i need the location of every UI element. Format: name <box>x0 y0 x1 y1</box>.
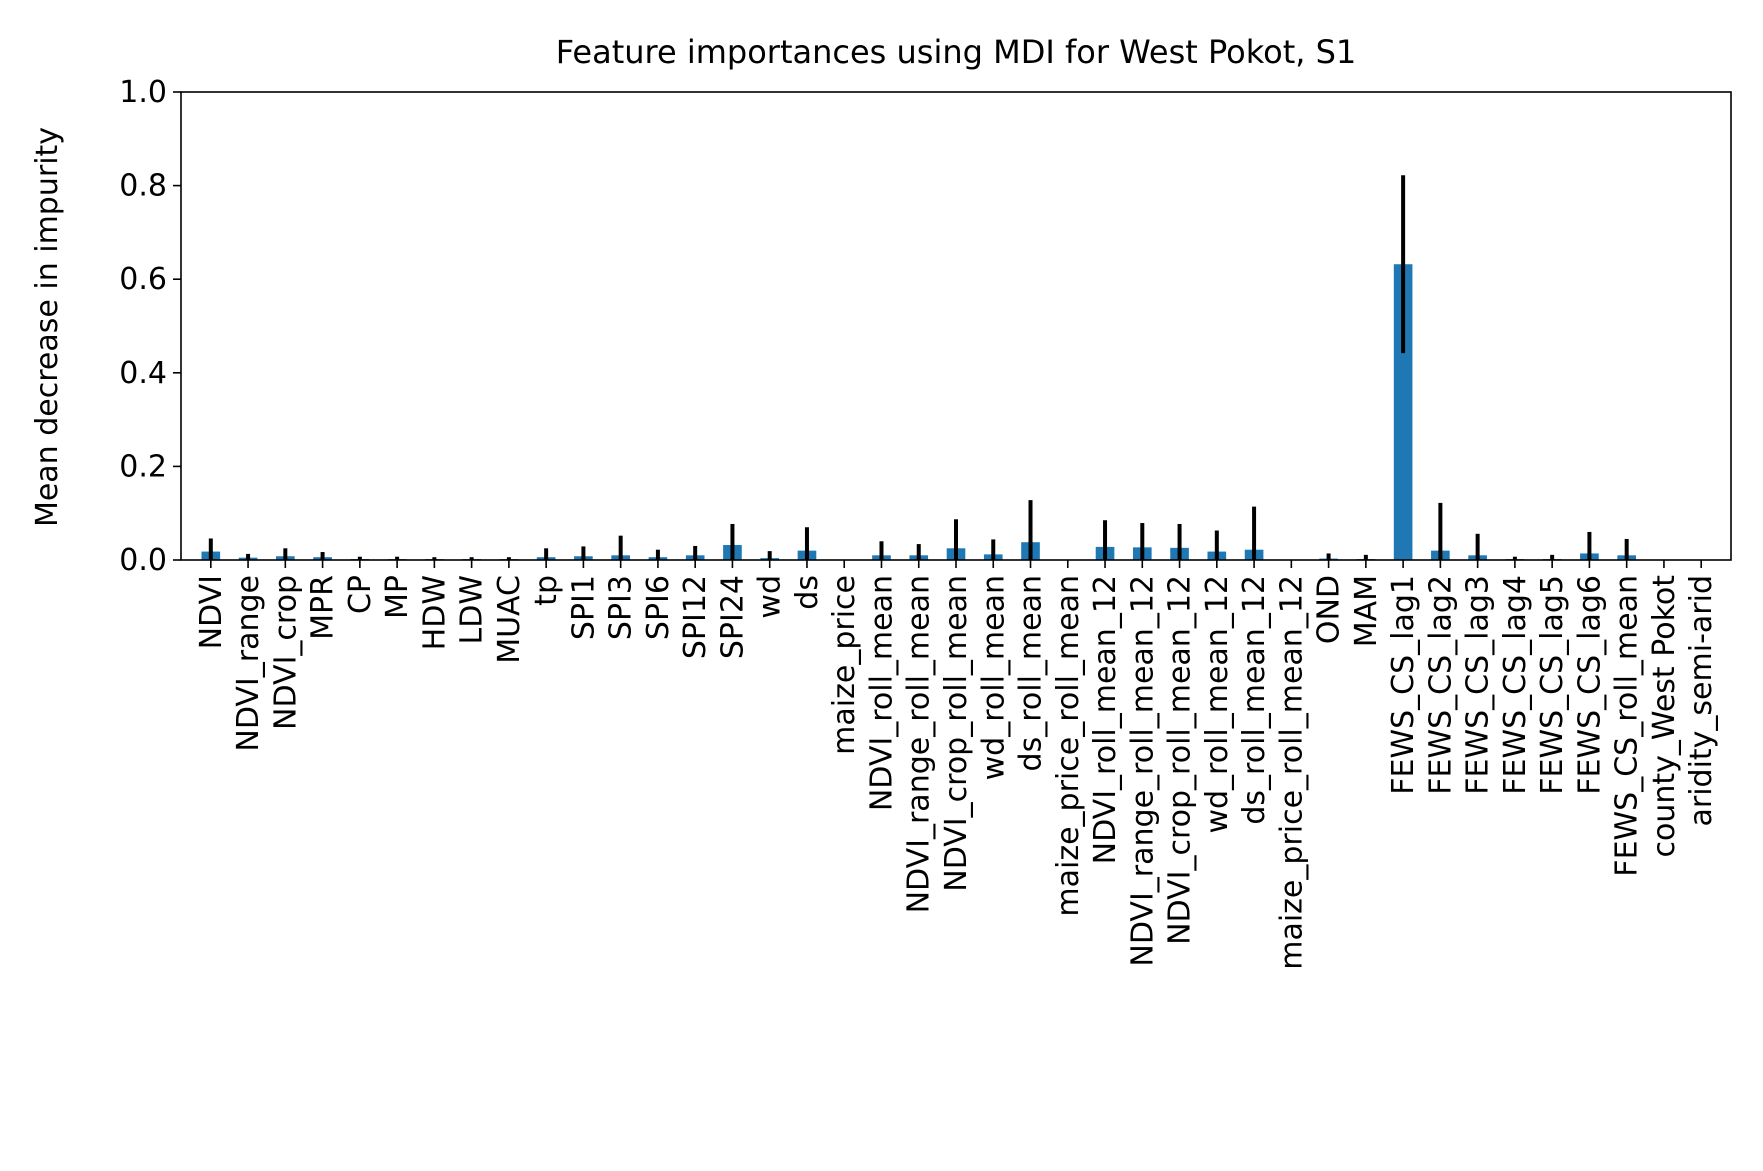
x-tick-label: OND <box>1312 575 1347 644</box>
x-tick-label: SPI24 <box>715 575 750 659</box>
x-tick-label: LDW <box>455 575 490 644</box>
x-tick-label: maize_price_roll_mean_12 <box>1274 575 1309 970</box>
x-tick-label: FEWS_CS_lag4 <box>1498 575 1533 795</box>
x-tick-label: HDW <box>417 575 452 650</box>
x-tick-label: MP <box>380 575 415 619</box>
x-tick-label: SPI6 <box>641 575 676 640</box>
x-tick-label: wd_roll_mean <box>976 575 1011 780</box>
x-tick-label: NDVI_crop_roll_mean_12 <box>1163 575 1198 945</box>
x-tick-label: NDVI_range_roll_mean <box>902 575 937 913</box>
x-tick-label: maize_price <box>827 575 862 755</box>
y-tick-label: 0.4 <box>119 356 167 391</box>
x-tick-label: FEWS_CS_lag5 <box>1535 575 1570 795</box>
x-tick-label: SPI12 <box>678 575 713 659</box>
x-tick-label: FEWS_CS_roll_mean <box>1610 575 1645 877</box>
x-tick-label: maize_price_roll_mean <box>1051 575 1086 917</box>
x-tick-label: NDVI <box>194 575 229 649</box>
y-ticks-layer: 0.0 0.2 0.4 0.6 0.8 1.0 <box>119 75 181 578</box>
x-tick-label: FEWS_CS_lag6 <box>1572 575 1607 795</box>
x-tick-label: NDVI_range_roll_mean_12 <box>1125 575 1160 967</box>
x-ticks-layer: NDVI NDVI_range NDVI_crop MPR CP MP HDW LDW MUAC… <box>194 560 1719 970</box>
x-tick-label: ds <box>790 575 825 610</box>
y-tick-label: 0.6 <box>119 262 167 297</box>
x-tick-label: FEWS_CS_lag2 <box>1423 575 1458 795</box>
x-tick-label: CP <box>343 575 378 614</box>
x-tick-label: tp <box>529 575 564 606</box>
x-tick-label: SPI1 <box>566 575 601 640</box>
x-tick-label: NDVI_range <box>231 575 266 752</box>
x-tick-label: SPI3 <box>604 575 639 640</box>
x-tick-label: MUAC <box>492 575 527 664</box>
x-tick-label: MAM <box>1349 575 1384 647</box>
x-tick-label: MPR <box>306 575 341 640</box>
y-tick-label: 0.8 <box>119 169 167 204</box>
x-tick-label: NDVI_crop <box>268 575 303 730</box>
x-tick-label: wd_roll_mean_12 <box>1200 575 1235 834</box>
x-tick-label: ds_roll_mean <box>1014 575 1049 771</box>
error-bars-layer <box>208 175 1629 560</box>
y-tick-label: 1.0 <box>119 75 167 110</box>
y-axis-label: Mean decrease in impurity <box>30 127 65 527</box>
plot-frame <box>180 91 1732 561</box>
x-tick-label: aridity_semi-arid <box>1684 575 1719 827</box>
x-tick-label: FEWS_CS_lag3 <box>1461 575 1496 795</box>
y-tick-label: 0.2 <box>119 449 167 484</box>
x-tick-label: wd <box>753 575 788 619</box>
x-tick-label: FEWS_CS_lag1 <box>1386 575 1421 795</box>
x-tick-label: NDVI_roll_mean <box>864 575 899 811</box>
x-tick-label: ds_roll_mean_12 <box>1237 575 1272 825</box>
x-tick-label: NDVI_roll_mean_12 <box>1088 575 1123 864</box>
x-tick-label: NDVI_crop_roll_mean <box>939 575 974 892</box>
chart-title: Feature importances using MDI for West P… <box>556 33 1357 71</box>
y-tick-label: 0.0 <box>119 543 167 578</box>
bar <box>1393 264 1413 560</box>
x-tick-label: county_West Pokot <box>1647 575 1682 858</box>
